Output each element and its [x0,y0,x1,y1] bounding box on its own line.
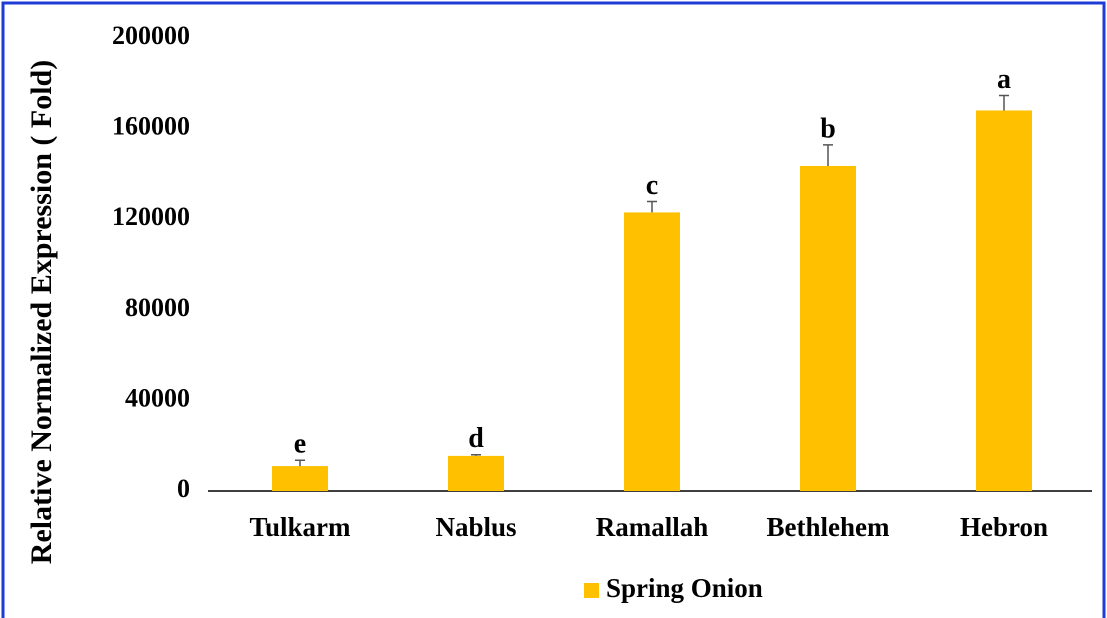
y-tick-label: 200000 [112,21,190,50]
bar [272,466,328,491]
significance-label: a [997,64,1011,95]
bar [448,455,504,491]
y-tick-label: 40000 [125,383,190,412]
bar [976,110,1032,491]
error-bar [295,459,305,467]
x-tick-label: Ramallah [596,512,709,542]
y-tick-label: 160000 [112,112,190,141]
x-tick-label: Bethlehem [767,512,890,542]
x-tick-label: Tulkarm [249,512,351,542]
bar [800,165,856,491]
legend-label: Spring Onion [606,573,763,603]
x-tick-label: Nablus [435,512,516,542]
y-tick-label: 0 [177,474,190,503]
y-tick-label: 120000 [112,202,190,231]
y-axis-title: Relative Normalized Expression ( Fold) [25,60,58,564]
error-bar [823,144,833,166]
error-bar [999,94,1009,111]
error-bar [471,454,481,456]
x-tick-label: Hebron [960,512,1048,542]
legend-swatch [584,583,599,598]
significance-label: b [820,113,836,144]
error-bar [647,200,657,213]
significance-label: c [646,170,658,201]
y-tick-label: 80000 [125,293,190,322]
significance-label: e [294,429,306,460]
bar [624,212,680,491]
significance-label: d [468,423,484,454]
